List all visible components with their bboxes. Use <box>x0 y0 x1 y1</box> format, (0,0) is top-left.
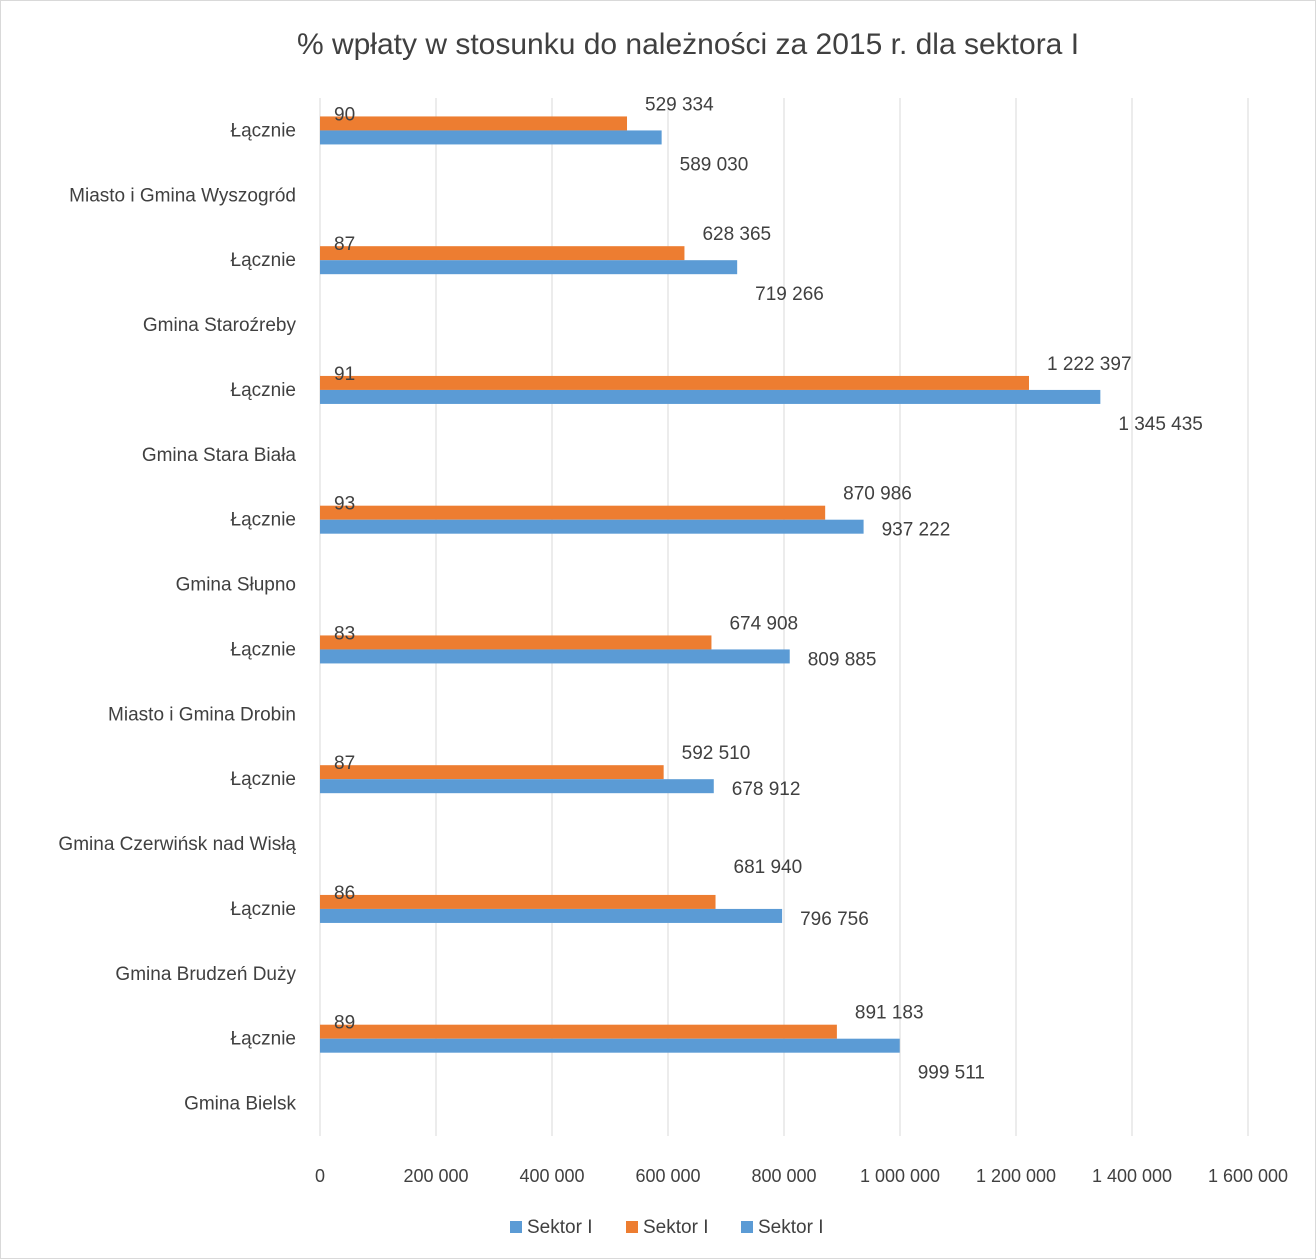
data-label-due: 719 266 <box>755 284 824 305</box>
data-label-due: 796 756 <box>800 909 869 930</box>
data-label-due: 678 912 <box>732 779 801 800</box>
legend-label: Sektor I <box>643 1217 708 1238</box>
data-label-percent: 89 <box>334 1013 355 1034</box>
bar-paid <box>320 246 685 261</box>
data-label-paid: 628 365 <box>702 224 771 245</box>
bar-due <box>320 649 790 664</box>
data-label-due: 937 222 <box>882 520 951 541</box>
bar-due <box>320 260 738 275</box>
group-label: Miasto i Gmina Drobin <box>108 704 296 725</box>
data-label-percent: 87 <box>334 234 355 255</box>
data-label-paid: 870 986 <box>843 484 912 505</box>
group-label: Gmina Bielsk <box>184 1094 296 1115</box>
x-tick-label: 400 000 <box>519 1166 584 1186</box>
bar-paid <box>320 894 716 909</box>
data-label-due: 589 030 <box>680 154 749 175</box>
x-tick-label: 1 200 000 <box>976 1166 1056 1186</box>
legend: Sektor I Sektor I Sektor I <box>510 1217 823 1238</box>
category-label: Łącznie <box>231 769 297 790</box>
group-label: Gmina Słupno <box>176 575 296 596</box>
category-labels: Łącznie Gmina Bielsk 89 891 183 999 511 Łączn… <box>58 94 1202 1114</box>
legend-swatch <box>626 1221 638 1233</box>
data-label-paid: 1 222 397 <box>1047 354 1132 375</box>
group-label: Gmina Czerwińsk nad Wisłą <box>58 834 296 855</box>
data-label-due: 809 885 <box>808 649 877 670</box>
bar-paid <box>320 116 628 131</box>
data-label-percent: 90 <box>334 104 355 125</box>
bar-paid <box>320 765 664 780</box>
group-label: Gmina Brudzeń Duży <box>115 964 296 985</box>
chart-title: % wpłaty w stosunku do należności za 201… <box>297 28 1079 61</box>
x-tick-label: 0 <box>315 1166 325 1186</box>
legend-swatch <box>510 1221 522 1233</box>
data-label-due: 1 345 435 <box>1118 414 1203 435</box>
group-label: Gmina Stara Biała <box>142 445 297 466</box>
x-axis-ticks: 0 200 000 400 000 600 000 800 000 1 000 000 1 … <box>315 1166 1288 1186</box>
x-tick-label: 800 000 <box>751 1166 816 1186</box>
x-tick-label: 1 000 000 <box>860 1166 940 1186</box>
category-label: Łącznie <box>231 510 297 531</box>
category-label: Łącznie <box>231 120 297 141</box>
x-tick-label: 600 000 <box>635 1166 700 1186</box>
category-label: Łącznie <box>231 250 297 271</box>
bar-paid <box>320 375 1029 390</box>
bar-due <box>320 779 714 794</box>
data-label-percent: 83 <box>334 623 355 644</box>
x-tick-label: 1 400 000 <box>1092 1166 1172 1186</box>
data-label-percent: 93 <box>334 494 355 515</box>
legend-label: Sektor I <box>758 1217 823 1238</box>
data-label-paid: 529 334 <box>645 94 714 115</box>
legend-item: Sektor I <box>741 1217 823 1238</box>
bar-due <box>320 908 783 923</box>
x-tick-label: 1 600 000 <box>1208 1166 1288 1186</box>
data-label-due: 999 511 <box>918 1063 985 1084</box>
data-label-paid: 592 510 <box>682 743 751 764</box>
data-label-percent: 87 <box>334 753 355 774</box>
bar-paid <box>320 505 826 520</box>
legend-item: Sektor I <box>510 1217 592 1238</box>
data-label-paid: 681 940 <box>734 857 803 878</box>
category-label: Łącznie <box>231 380 297 401</box>
legend-item: Sektor I <box>626 1217 708 1238</box>
data-label-percent: 91 <box>334 364 355 385</box>
bar-due <box>320 1038 900 1053</box>
bar-due <box>320 519 864 534</box>
bar-paid <box>320 635 712 650</box>
category-label: Łącznie <box>231 1029 297 1050</box>
category-label: Łącznie <box>231 899 297 920</box>
bar-due <box>320 130 662 145</box>
bar-due <box>320 389 1101 404</box>
legend-swatch <box>741 1221 753 1233</box>
bar-paid <box>320 1024 837 1039</box>
category-label: Łącznie <box>231 639 297 660</box>
x-tick-label: 200 000 <box>403 1166 468 1186</box>
group-label: Gmina Staroźreby <box>143 315 297 336</box>
data-label-paid: 674 908 <box>729 613 798 634</box>
legend-label: Sektor I <box>527 1217 592 1238</box>
data-label-paid: 891 183 <box>855 1003 924 1024</box>
bars <box>320 116 1101 1053</box>
data-label-percent: 86 <box>334 883 355 904</box>
group-label: Miasto i Gmina Wyszogród <box>69 185 296 206</box>
